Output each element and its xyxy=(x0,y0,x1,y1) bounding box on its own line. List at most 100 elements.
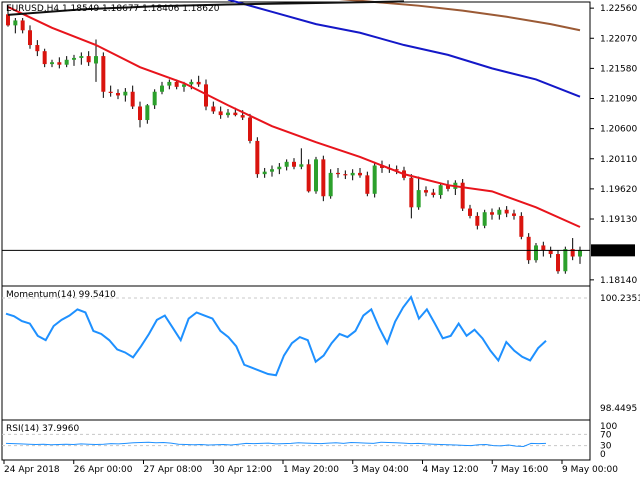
candle-body xyxy=(336,172,340,175)
moving-average-line xyxy=(7,6,581,228)
momentum-title: Momentum(14) 99.5410 xyxy=(6,290,116,300)
candle-body xyxy=(57,62,62,65)
candle-body xyxy=(343,174,348,176)
candle-body xyxy=(20,20,25,31)
current-price-tag xyxy=(591,244,635,257)
price-tick-label: 1.22560 xyxy=(600,4,637,14)
candle-body xyxy=(233,112,238,116)
candle-body xyxy=(167,81,172,86)
time-tick-label: 30 Apr 12:00 xyxy=(213,465,272,475)
candle-body xyxy=(563,249,568,272)
candle-body xyxy=(138,106,142,121)
time-tick-label: 3 May 04:00 xyxy=(353,465,409,475)
candle-body xyxy=(226,112,230,116)
candle-body xyxy=(270,169,274,172)
candle-body xyxy=(86,56,91,63)
candle-body xyxy=(145,105,150,121)
rsi-panel[interactable] xyxy=(2,433,590,447)
candle-body xyxy=(6,14,10,26)
candle-body xyxy=(204,84,208,107)
candle-body xyxy=(365,175,370,194)
time-tick-label: 1 May 20:00 xyxy=(283,465,339,475)
candle-body xyxy=(211,106,216,112)
candle-body xyxy=(123,91,128,96)
candle-body xyxy=(72,57,76,60)
price-tick-label: 1.21580 xyxy=(600,64,637,74)
momentum-panel[interactable] xyxy=(2,295,590,377)
candle-body xyxy=(380,165,384,168)
symbol-title: EURUSD,H4 1.18549 1.18677 1.18406 1.1862… xyxy=(6,4,220,14)
candle-body xyxy=(42,51,47,65)
candle-body xyxy=(35,45,40,52)
candle-body xyxy=(526,236,531,261)
candle-body xyxy=(328,172,333,197)
candle-body xyxy=(218,111,223,116)
moving-average-line xyxy=(7,0,405,16)
candle-body xyxy=(570,249,575,257)
price-tick-label: 1.19620 xyxy=(600,185,637,195)
candle-body xyxy=(174,81,179,87)
time-tick-label: 24 Apr 2018 xyxy=(4,465,60,475)
candle-body xyxy=(475,215,480,226)
time-tick-label: 27 Apr 08:00 xyxy=(144,465,203,475)
candle-body xyxy=(431,192,436,196)
price-axis: 1.18620 1.22560 1.22070 1.21580 1.21090 1.206… xyxy=(590,4,640,460)
candle-body xyxy=(182,84,186,87)
candle-body xyxy=(358,172,362,176)
rsi-line xyxy=(5,441,547,447)
price-tick-label: 1.21090 xyxy=(600,95,637,105)
candle-body xyxy=(460,182,465,209)
rsi-tick-label: 70 xyxy=(600,430,612,440)
candle-body xyxy=(284,161,289,167)
candle-body xyxy=(446,185,450,189)
candle-body xyxy=(321,159,326,197)
candle-body xyxy=(28,30,32,46)
candle-body xyxy=(350,172,355,176)
candle-body xyxy=(292,161,296,167)
rsi-title: RSI(14) 37.9960 xyxy=(6,424,79,434)
candle-body xyxy=(262,171,267,175)
candle-body xyxy=(541,245,546,251)
candle-body xyxy=(556,254,560,272)
candle-body xyxy=(101,56,106,92)
candle-body xyxy=(108,91,113,93)
candle-body xyxy=(409,177,414,208)
rsi-tick-label: 100 xyxy=(600,422,617,432)
price-tick-label: 1.18140 xyxy=(600,276,637,286)
current-price-label: 1.18620 xyxy=(595,246,632,256)
candle-body xyxy=(314,159,318,192)
candle-body xyxy=(277,166,282,170)
time-tick-label: 26 Apr 00:00 xyxy=(74,465,133,475)
moving-average-line xyxy=(338,0,581,32)
momentum-line xyxy=(5,295,547,377)
price-tick-label: 1.22070 xyxy=(600,34,637,44)
candle-body xyxy=(79,56,84,58)
price-tick-label: 1.19130 xyxy=(600,215,637,225)
candle-body xyxy=(490,212,494,215)
momentum-tick-label: 98.4495 xyxy=(600,404,637,414)
candle-body xyxy=(548,250,553,255)
candle-body xyxy=(306,164,311,192)
candle-body xyxy=(468,208,472,216)
candle-body xyxy=(152,91,157,106)
grid-layer xyxy=(1,1,591,461)
momentum-tick-label: 100.2351 xyxy=(600,294,640,304)
candle-body xyxy=(497,209,502,215)
candle-body xyxy=(504,209,509,214)
time-tick-label: 4 May 12:00 xyxy=(423,465,479,475)
candle-body xyxy=(160,85,164,92)
candle-body xyxy=(416,190,421,208)
candle-body xyxy=(299,164,304,167)
price-panel[interactable] xyxy=(2,0,590,274)
candle-body xyxy=(534,245,538,261)
candle-body xyxy=(196,81,201,85)
candle-body xyxy=(94,56,98,64)
candle-body xyxy=(438,185,443,196)
candle-body xyxy=(578,250,582,257)
candle-body xyxy=(248,117,252,141)
candle-body xyxy=(372,165,377,194)
candle-body xyxy=(482,212,487,226)
candle-body xyxy=(189,81,194,85)
candle-body xyxy=(50,62,54,65)
candle-body xyxy=(512,213,516,216)
